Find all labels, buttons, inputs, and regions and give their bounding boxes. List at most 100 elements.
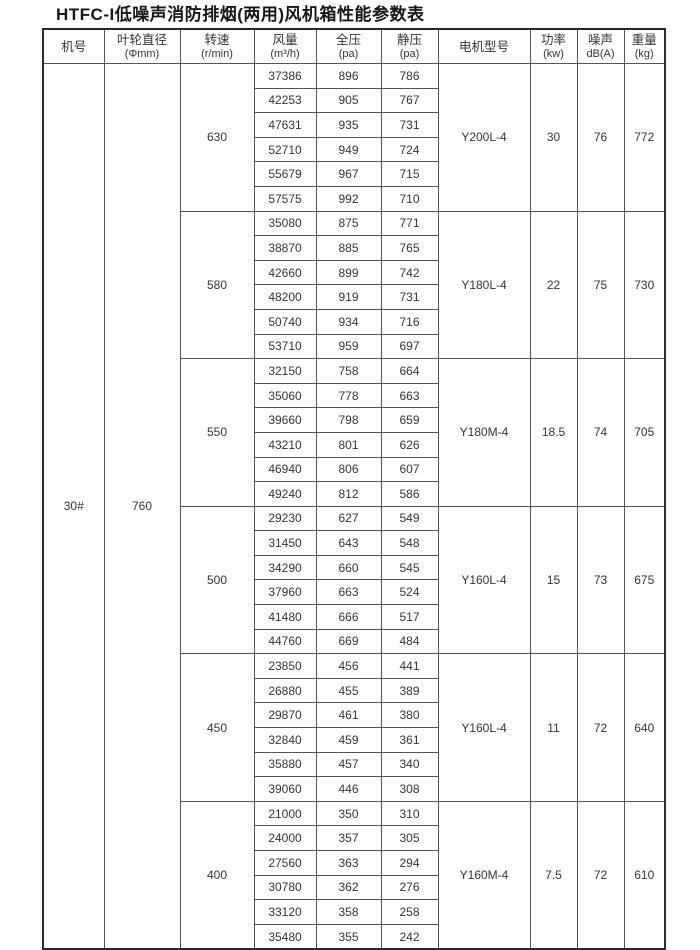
- static-pressure-cell: 441: [380, 653, 439, 679]
- noise-cell: 74: [576, 358, 625, 507]
- static-pressure-cell: 626: [380, 431, 439, 458]
- table-row: 450 23850 456 441 Y160L-4 11 72 640: [43, 653, 666, 802]
- static-pressure-cell: 242: [380, 923, 439, 950]
- motor-model-cell: Y180M-4: [437, 358, 531, 507]
- total-pressure-cell: 801: [315, 431, 382, 458]
- power-cell: 15: [529, 505, 578, 655]
- speed-cell: 630: [179, 63, 255, 212]
- table-row: 55679 967 715: [43, 161, 665, 187]
- airflow-cell: 32150: [253, 358, 317, 384]
- table-row: 31450 643 548: [43, 530, 665, 556]
- static-pressure-cell: 663: [380, 382, 439, 409]
- total-pressure-cell: 798: [315, 407, 382, 433]
- col-label: 机号: [61, 39, 87, 54]
- total-pressure-cell: 663: [315, 579, 382, 606]
- airflow-cell: 32840: [253, 727, 317, 753]
- table-row: 41480 666 517: [43, 604, 665, 630]
- table-row: 30780 362 276: [43, 874, 665, 901]
- airflow-cell: 34290: [253, 554, 317, 581]
- header-row: 机号 叶轮直径 (Φmm) 转速 (r/min) 风量 (m³/h) 全压 (pa) 静…: [42, 28, 666, 64]
- static-pressure-cell: 549: [380, 505, 439, 532]
- static-pressure-cell: 524: [380, 579, 439, 606]
- airflow-cell: 39060: [253, 776, 317, 802]
- static-pressure-cell: 389: [380, 677, 439, 704]
- table-row: 39660 798 659: [43, 407, 665, 433]
- total-pressure-cell: 666: [315, 604, 382, 630]
- static-pressure-cell: 586: [380, 481, 439, 507]
- noise-cell: 72: [576, 800, 625, 950]
- airflow-cell: 31450: [253, 530, 317, 556]
- table-row: 47631 935 731: [43, 112, 665, 138]
- airflow-cell: 23850: [253, 653, 317, 679]
- table-row: 550 32150 758 664 Y180M-4 18.5 74 705: [43, 358, 666, 507]
- weight-cell: 675: [623, 505, 666, 655]
- total-pressure-cell: 455: [315, 677, 382, 704]
- static-pressure-cell: 305: [380, 825, 439, 851]
- total-pressure-cell: 643: [315, 530, 382, 556]
- weight-cell: 772: [623, 63, 666, 212]
- airflow-cell: 57575: [253, 185, 317, 212]
- total-pressure-cell: 457: [315, 751, 382, 778]
- noise-cell: 72: [576, 653, 625, 802]
- total-pressure-cell: 967: [315, 161, 382, 187]
- airflow-cell: 42253: [253, 87, 317, 114]
- table-row: 29870 461 380: [43, 702, 665, 729]
- table-row: 30# 760 630 37386 896 786 Y200L-4 30 76 …: [42, 63, 666, 950]
- total-pressure-cell: 875: [315, 210, 382, 237]
- total-pressure-cell: 959: [315, 333, 382, 360]
- total-pressure-cell: 355: [315, 923, 382, 950]
- col-header-static-pressure: 静压 (pa): [380, 28, 439, 64]
- total-pressure-cell: 885: [315, 235, 382, 261]
- total-pressure-cell: 358: [315, 899, 382, 925]
- airflow-cell: 27560: [253, 850, 317, 876]
- power-cell: 11: [529, 653, 578, 802]
- airflow-cell: 35080: [253, 210, 317, 237]
- col-header-total-pressure: 全压 (pa): [315, 28, 382, 64]
- fan-performance-table: 机号 叶轮直径 (Φmm) 转速 (r/min) 风量 (m³/h) 全压 (pa) 静…: [42, 28, 666, 950]
- col-unit: (m³/h): [270, 47, 300, 60]
- airflow-cell: 37960: [253, 579, 317, 606]
- noise-cell: 73: [576, 505, 625, 655]
- airflow-cell: 44760: [253, 628, 317, 655]
- static-pressure-cell: 731: [380, 112, 439, 138]
- noise-cell: 76: [576, 63, 625, 212]
- airflow-cell: 53710: [253, 333, 317, 360]
- total-pressure-cell: 627: [315, 505, 382, 532]
- total-pressure-cell: 896: [315, 63, 382, 89]
- table-row: 35880 457 340: [43, 751, 665, 778]
- col-header-noise: 噪声 dB(A): [576, 28, 625, 64]
- speed-cell: 500: [179, 505, 255, 655]
- static-pressure-cell: 484: [380, 628, 439, 655]
- page-title: HTFC-I低噪声消防排烟(两用)风机箱性能参数表: [56, 5, 425, 24]
- col-label: 重量: [631, 32, 657, 47]
- col-unit: (pa): [399, 47, 420, 60]
- speed-cell: 580: [179, 210, 255, 360]
- airflow-cell: 39660: [253, 407, 317, 433]
- total-pressure-cell: 660: [315, 554, 382, 581]
- table-row: 27560 363 294: [43, 850, 665, 876]
- col-header-weight: 重量 (kg): [623, 28, 666, 64]
- col-label: 功率: [540, 32, 566, 47]
- airflow-cell: 33120: [253, 899, 317, 925]
- airflow-cell: 43210: [253, 431, 317, 458]
- total-pressure-cell: 446: [315, 776, 382, 802]
- airflow-cell: 29230: [253, 505, 317, 532]
- col-label: 风量: [272, 32, 298, 47]
- static-pressure-cell: 664: [380, 358, 439, 384]
- total-pressure-cell: 899: [315, 259, 382, 286]
- col-label: 转速: [204, 32, 230, 47]
- static-pressure-cell: 715: [380, 161, 439, 187]
- static-pressure-cell: 786: [380, 63, 439, 89]
- impeller-diameter-cell: 760: [103, 63, 181, 950]
- static-pressure-cell: 548: [380, 530, 439, 556]
- col-label: 电机型号: [458, 39, 509, 54]
- static-pressure-cell: 731: [380, 284, 439, 310]
- static-pressure-cell: 742: [380, 259, 439, 286]
- table-row: 37960 663 524: [43, 579, 665, 606]
- static-pressure-cell: 308: [380, 776, 439, 802]
- airflow-cell: 42660: [253, 259, 317, 286]
- table-row: 42660 899 742: [43, 259, 665, 286]
- airflow-cell: 35060: [253, 382, 317, 409]
- total-pressure-cell: 935: [315, 112, 382, 138]
- static-pressure-cell: 716: [380, 308, 439, 335]
